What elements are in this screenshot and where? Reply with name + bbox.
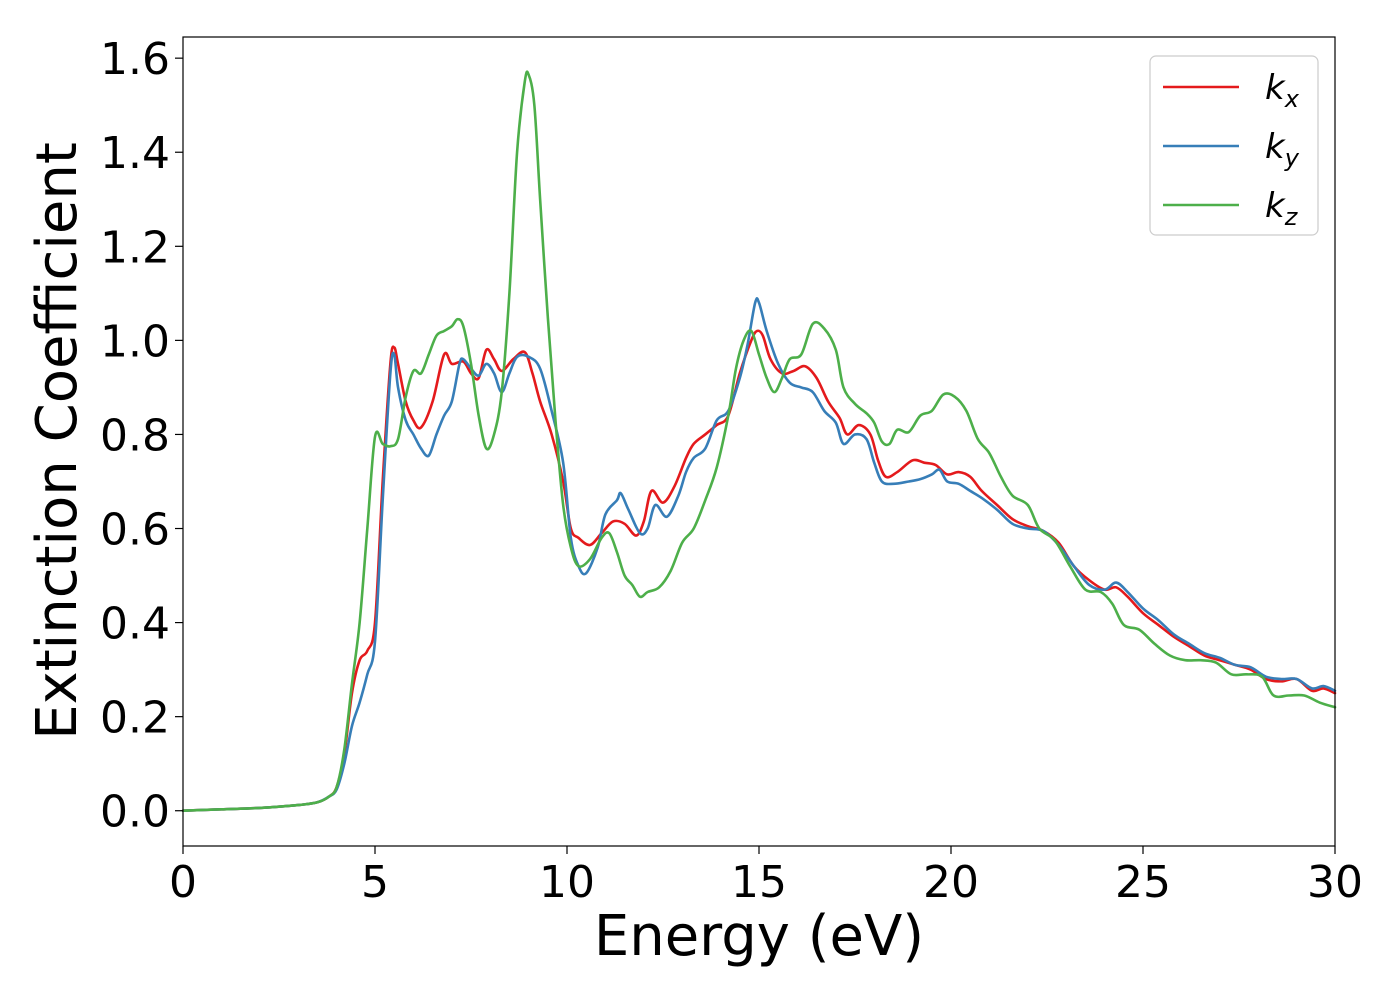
legend-label-z: kz: [1265, 186, 1299, 231]
y-axis-label: Extinction Coefficient: [25, 142, 90, 740]
y-tick-label: 0.4: [100, 599, 170, 650]
x-axis: 0 5 10 15 20 25 30: [169, 846, 1363, 908]
x-tick-label: 30: [1307, 857, 1363, 908]
series-line-z: [181, 70, 1337, 813]
y-tick-label: 0.8: [100, 410, 170, 461]
x-tick-label: 15: [731, 857, 787, 908]
x-tick-label: 20: [923, 857, 979, 908]
series-line-y: [181, 297, 1337, 813]
plot-lines: [181, 70, 1337, 813]
y-tick-label: 1.4: [100, 128, 170, 179]
y-tick-label: 0.6: [100, 505, 170, 556]
legend-label-x: kx: [1265, 68, 1300, 113]
y-tick-label: 1.0: [100, 316, 170, 367]
x-tick-label: 5: [361, 857, 389, 908]
series-line-x: [181, 329, 1337, 813]
x-tick-label: 25: [1115, 857, 1171, 908]
y-tick-label: 0.0: [100, 787, 170, 838]
legend-label-y: ky: [1265, 127, 1300, 172]
legend: kx ky kz: [1149, 55, 1319, 236]
y-tick-label: 1.2: [100, 222, 170, 273]
x-axis-label: Energy (eV): [594, 904, 924, 969]
y-tick-label: 0.2: [100, 693, 170, 744]
y-tick-label: 1.6: [100, 34, 170, 85]
x-tick-label: 0: [169, 857, 197, 908]
y-axis: 0.0 0.2 0.4 0.6 0.8 1.0 1.2 1.4 1.6: [100, 34, 183, 838]
x-tick-label: 10: [539, 857, 595, 908]
